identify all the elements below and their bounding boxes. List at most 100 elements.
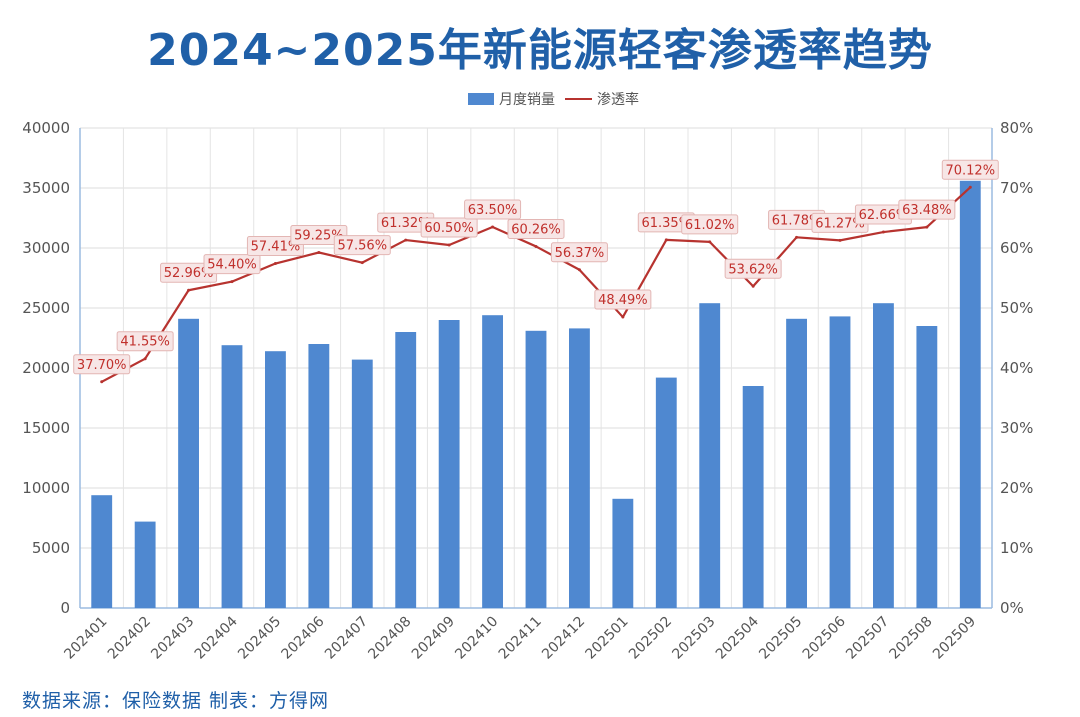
point-label-box <box>290 225 348 245</box>
y-right-tick-label: 20% <box>1000 479 1033 497</box>
y-right-tick-label: 40% <box>1000 359 1033 377</box>
point-label-box <box>333 235 391 256</box>
x-tick-label: 202504 <box>713 613 762 662</box>
point-label: 61.35% <box>641 216 691 231</box>
line-point <box>751 284 755 288</box>
point-label-box <box>724 258 782 279</box>
legend-bar-swatch <box>468 93 494 105</box>
y-right-tick-label: 30% <box>1000 419 1033 437</box>
bar <box>134 521 156 608</box>
y-left-tick-label: 10000 <box>22 479 70 497</box>
point-label: 37.70% <box>77 358 127 373</box>
line-point <box>664 238 668 242</box>
point-label: 57.41% <box>251 240 301 255</box>
line-point <box>881 230 885 234</box>
y-left-tick-label: 0 <box>60 599 70 617</box>
line-point <box>100 380 104 384</box>
point-label: 61.27% <box>815 216 865 231</box>
y-right-tick-label: 0% <box>1000 599 1024 617</box>
point-label-box <box>594 289 652 310</box>
x-tick-label: 202507 <box>843 614 892 663</box>
point-label-box <box>464 199 522 220</box>
bar <box>221 345 243 608</box>
point-label: 48.49% <box>598 293 648 308</box>
point-label: 59.25% <box>294 229 344 244</box>
point-label-box <box>116 331 174 352</box>
data-source-note: 数据来源：保险数据 制表：方得网 <box>22 690 330 712</box>
x-tick-label: 202412 <box>539 614 588 663</box>
point-label: 52.96% <box>164 266 214 281</box>
y-left-tick-label: 5000 <box>32 539 70 557</box>
point-label: 53.62% <box>728 262 778 277</box>
point-label: 61.32% <box>381 216 431 231</box>
chart-title: 2024~2025年新能源轻客渗透率趋势 <box>147 25 933 76</box>
x-tick-label: 202509 <box>930 614 979 663</box>
x-tick-label: 202401 <box>61 614 110 663</box>
bar <box>786 318 807 608</box>
y-left-tick-label: 35000 <box>22 179 70 197</box>
x-tick-label: 202407 <box>322 614 371 663</box>
bar <box>308 344 330 608</box>
bar <box>91 495 113 608</box>
line-point <box>491 225 495 229</box>
point-label-box <box>420 217 478 238</box>
y-right-tick-label: 80% <box>1000 119 1033 137</box>
line-point <box>317 251 321 254</box>
x-tick-label: 202506 <box>800 613 849 662</box>
bar <box>916 326 938 608</box>
line-point <box>968 185 972 189</box>
y-right-tick-label: 60% <box>1000 239 1033 257</box>
bar <box>742 386 764 608</box>
bar <box>438 320 460 608</box>
bar <box>612 498 634 608</box>
bar <box>569 328 590 608</box>
line-point <box>404 238 408 242</box>
point-label-box <box>246 236 304 257</box>
point-label: 60.26% <box>511 222 561 237</box>
bar <box>873 303 894 608</box>
y-right-tick-label: 50% <box>1000 299 1033 317</box>
point-label: 62.66% <box>859 208 909 223</box>
bar <box>395 332 417 608</box>
line-point <box>925 225 929 229</box>
line-point <box>230 280 234 284</box>
x-tick-label: 202402 <box>105 614 154 663</box>
point-labels: 37.70% 41.55% 52.96%54.40% 57.41%59.25%57.5… <box>73 159 999 375</box>
point-label: 56.37% <box>555 246 605 261</box>
bar <box>178 318 199 608</box>
bar <box>699 303 721 608</box>
line-point <box>708 240 712 244</box>
line-point <box>534 244 538 248</box>
point-label: 41.55% <box>120 335 170 350</box>
line-point <box>621 315 625 319</box>
point-label-box <box>941 159 999 180</box>
x-tick-label: 202502 <box>626 614 675 663</box>
y-left-tick-label: 40000 <box>22 119 70 137</box>
bar <box>959 180 981 609</box>
bar <box>655 377 677 608</box>
point-label: 70.12% <box>945 163 995 178</box>
point-label: 61.78% <box>772 213 822 228</box>
x-tick-label: 202403 <box>148 614 197 663</box>
bar <box>265 351 286 608</box>
x-tick-label: 202505 <box>756 614 805 663</box>
y-right-tick-label: 10% <box>1000 539 1033 557</box>
bar <box>829 316 851 608</box>
legend: 月度销量 渗透率 <box>468 91 639 108</box>
line-point <box>577 268 581 272</box>
point-label-box <box>898 199 956 220</box>
x-tick-label: 202508 <box>887 614 936 663</box>
line-point <box>143 357 147 361</box>
bar <box>482 315 503 608</box>
y-right-tick-label: 70% <box>1000 179 1033 197</box>
x-tick-label: 202405 <box>235 614 284 663</box>
x-tick-label: 202411 <box>496 614 545 663</box>
x-tick-label: 202408 <box>365 614 414 663</box>
point-label-box <box>681 214 739 235</box>
line-point <box>838 238 842 242</box>
bar-series <box>91 180 981 609</box>
point-label-box <box>73 354 131 375</box>
x-tick-label: 202406 <box>279 613 328 662</box>
line-series <box>100 185 972 384</box>
